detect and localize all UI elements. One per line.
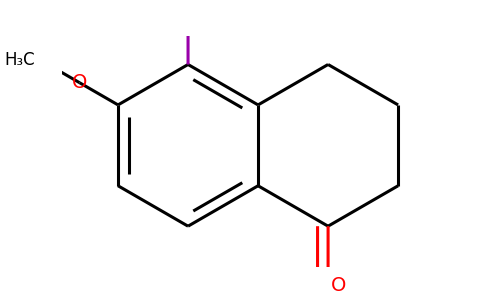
Text: O: O <box>331 276 347 296</box>
Text: H₃C: H₃C <box>4 51 35 69</box>
Text: O: O <box>72 73 87 92</box>
